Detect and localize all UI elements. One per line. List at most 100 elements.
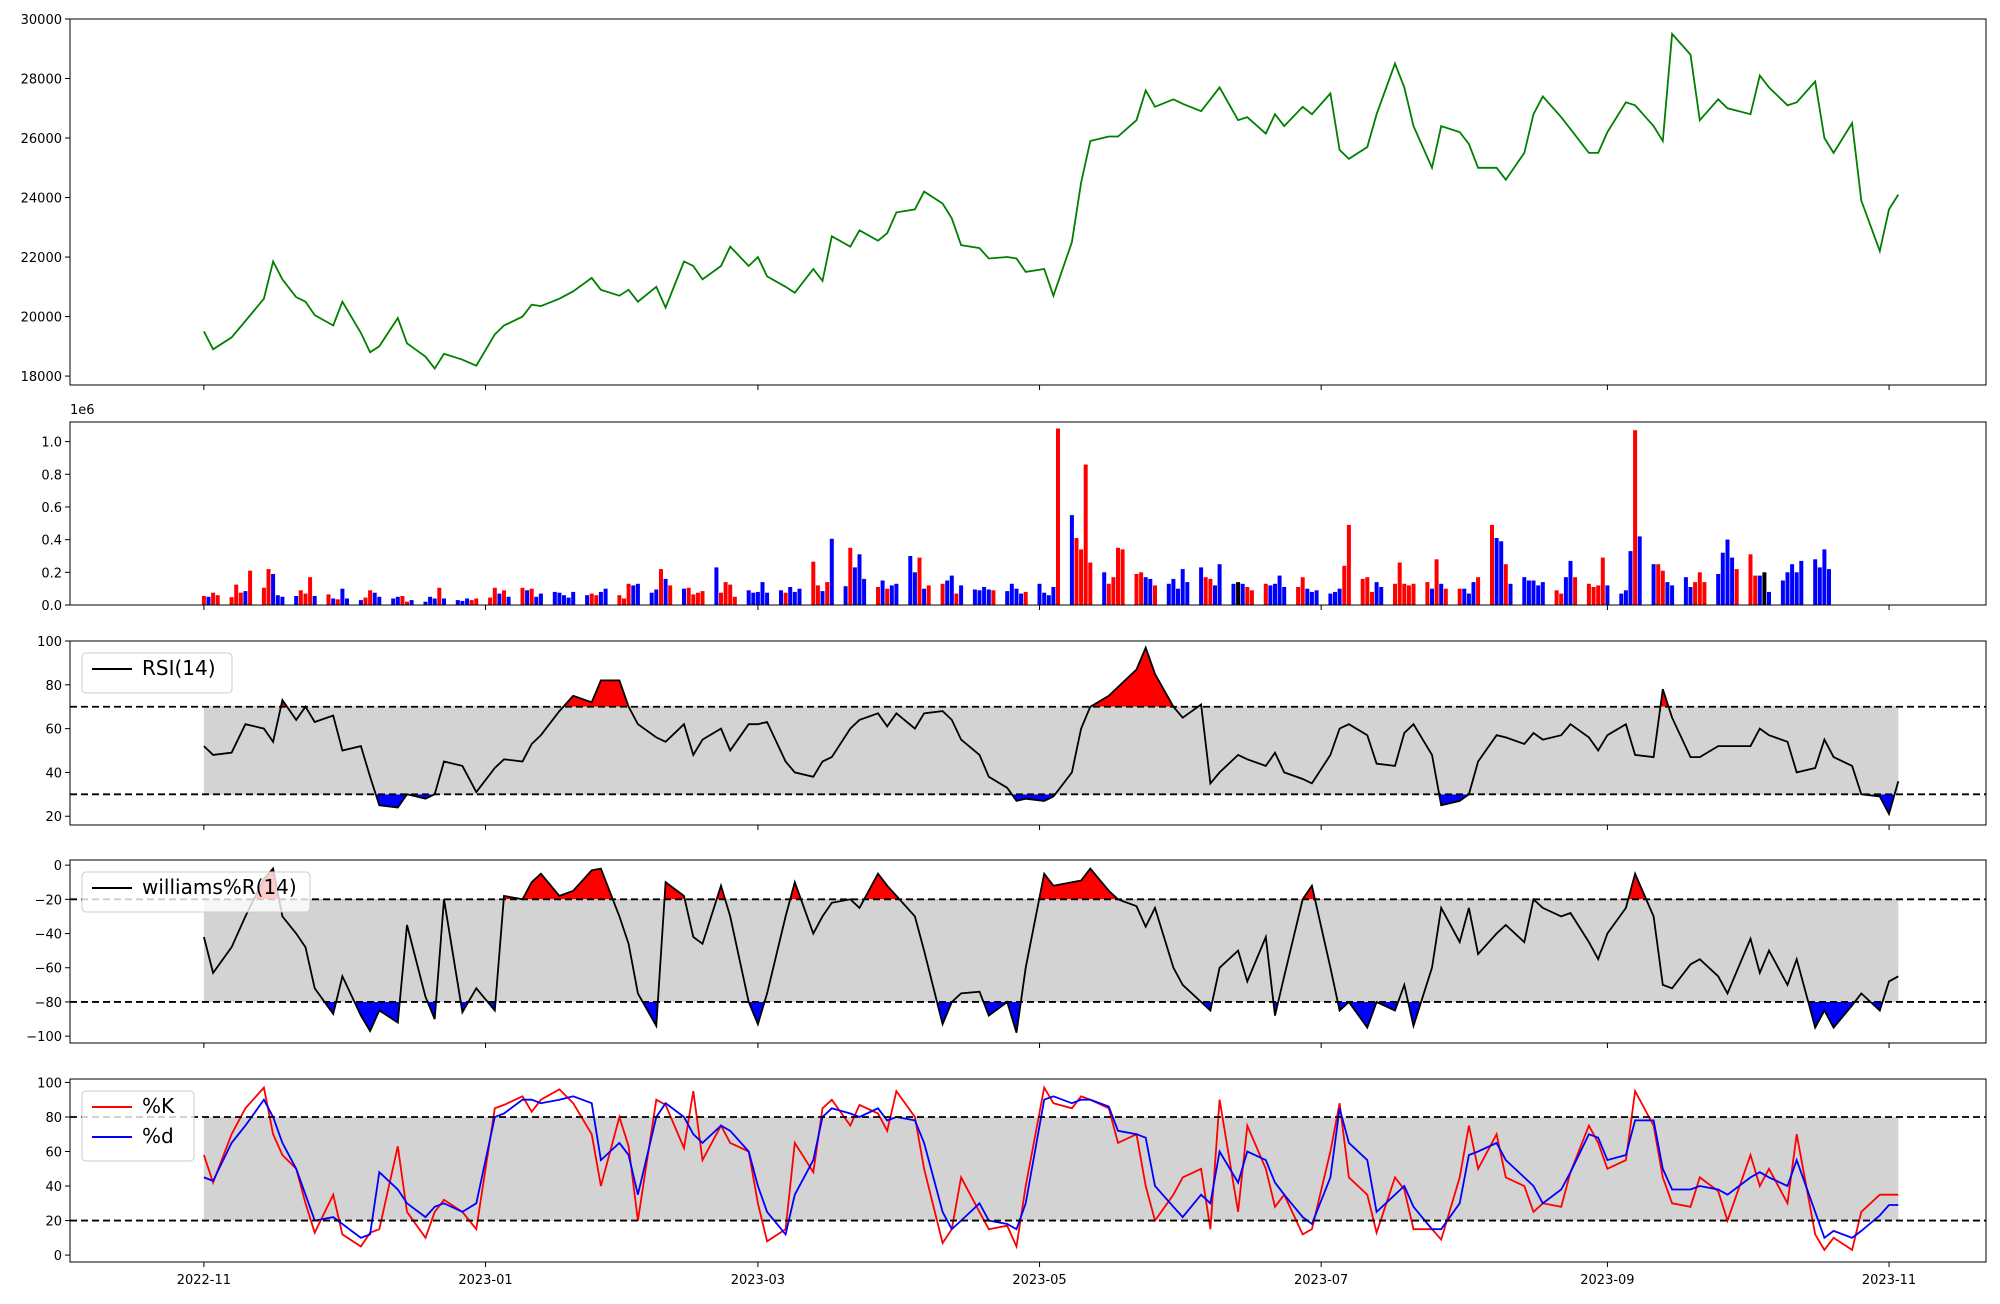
volume-bar [1051, 587, 1055, 605]
volume-bar [1301, 577, 1305, 605]
volume-bar [553, 592, 557, 605]
volume-bar [848, 548, 852, 605]
x-tick-label: 2022-11 [177, 1273, 231, 1288]
volume-bar [1767, 592, 1771, 605]
volume-bar [396, 597, 400, 605]
volume-bar [267, 569, 271, 605]
volume-bar [1019, 594, 1023, 605]
volume-bar [1536, 585, 1540, 605]
volume-bar [978, 590, 982, 605]
volume-bar [437, 588, 441, 605]
volume-bar [1135, 574, 1139, 605]
volume-bar [1596, 585, 1600, 605]
volume-bar [622, 599, 626, 606]
volume-bar [719, 593, 723, 605]
volume-bar [1268, 585, 1272, 605]
y-tick-label: 18000 [21, 370, 62, 385]
volume-bar [1601, 558, 1605, 605]
volume-bar [894, 584, 898, 605]
y-tick-label: 20000 [21, 311, 62, 326]
volume-bar [1527, 581, 1531, 606]
volume-bar [1024, 592, 1028, 605]
volume-bar [1439, 584, 1443, 605]
volume-bar [659, 569, 663, 605]
volume-bar [1347, 525, 1351, 605]
volume-bar [751, 593, 755, 605]
volume-bar [1236, 582, 1240, 605]
y-tick-label: 1.0 [41, 436, 62, 451]
volume-bar [654, 590, 658, 606]
volume-bar [1315, 590, 1319, 605]
volume-bar [460, 601, 464, 605]
x-tick-label: 2023-11 [1862, 1273, 1916, 1288]
volume-bar [1310, 592, 1314, 605]
volume-bar [1670, 585, 1674, 605]
volume-bar [1665, 582, 1669, 605]
volume-bar [1735, 569, 1739, 605]
volume-bar [959, 585, 963, 605]
volume-bar [1476, 577, 1480, 605]
volume-bar [1199, 567, 1203, 605]
volume-bar [391, 599, 395, 606]
volume-bar [1629, 551, 1633, 605]
volume-bar [202, 596, 206, 605]
volume-bar [1278, 576, 1282, 605]
volume-bar [1522, 577, 1526, 605]
volume-bar [1490, 525, 1494, 605]
volume-bar [733, 597, 737, 605]
x-tick-label: 2023-03 [731, 1273, 785, 1288]
volume-bar [1753, 576, 1757, 605]
volume-bar [1338, 589, 1342, 605]
legend-box [82, 1091, 194, 1161]
y-tick-label: 26000 [21, 132, 62, 147]
price-line [204, 34, 1898, 369]
volume-bar [377, 597, 381, 605]
y-tick-label: 0.6 [41, 501, 62, 516]
volume-bar [280, 597, 284, 605]
volume-bar [687, 588, 691, 605]
volume-bar [1818, 567, 1822, 605]
volume-bar [1328, 594, 1332, 605]
y-tick-label: 40 [45, 766, 62, 781]
volume-bar [1504, 564, 1508, 605]
volume-bar [336, 599, 340, 605]
volume-bar [585, 595, 589, 605]
volume-bar [793, 592, 797, 605]
volume-bar [650, 593, 654, 605]
volume-bar [1361, 579, 1365, 605]
volume-bar [1208, 579, 1212, 605]
y-tick-label: 40 [45, 1180, 62, 1195]
volume-bar [1619, 594, 1623, 605]
volume-bar [1762, 572, 1766, 605]
volume-bar [400, 596, 404, 605]
volume-bar [1532, 581, 1536, 606]
volume-bar [1822, 549, 1826, 605]
volume-bar [617, 595, 621, 605]
volume-bar [1282, 587, 1286, 605]
volume-bar [507, 597, 511, 605]
volume-bar [1107, 584, 1111, 605]
volume-bar [682, 589, 686, 605]
volume-bar [973, 590, 977, 606]
volume-bar [918, 558, 922, 605]
volume-bar [1139, 572, 1143, 605]
y-tick-label: 0.4 [41, 534, 62, 549]
volume-bar [1726, 540, 1730, 605]
volume-bar [858, 554, 862, 605]
volume-bar [1698, 572, 1702, 605]
volume-bar [1716, 574, 1720, 605]
volume-bar [1689, 587, 1693, 605]
volume-bar [714, 567, 718, 605]
volume-bar [696, 593, 700, 605]
volume-bar [308, 577, 312, 605]
volume-bar [1684, 577, 1688, 605]
volume-bar [534, 597, 538, 605]
volume-bar [1749, 554, 1753, 605]
volume-bar [1218, 564, 1222, 605]
volume-bar [945, 581, 949, 606]
y-tick-label: 24000 [21, 192, 62, 207]
